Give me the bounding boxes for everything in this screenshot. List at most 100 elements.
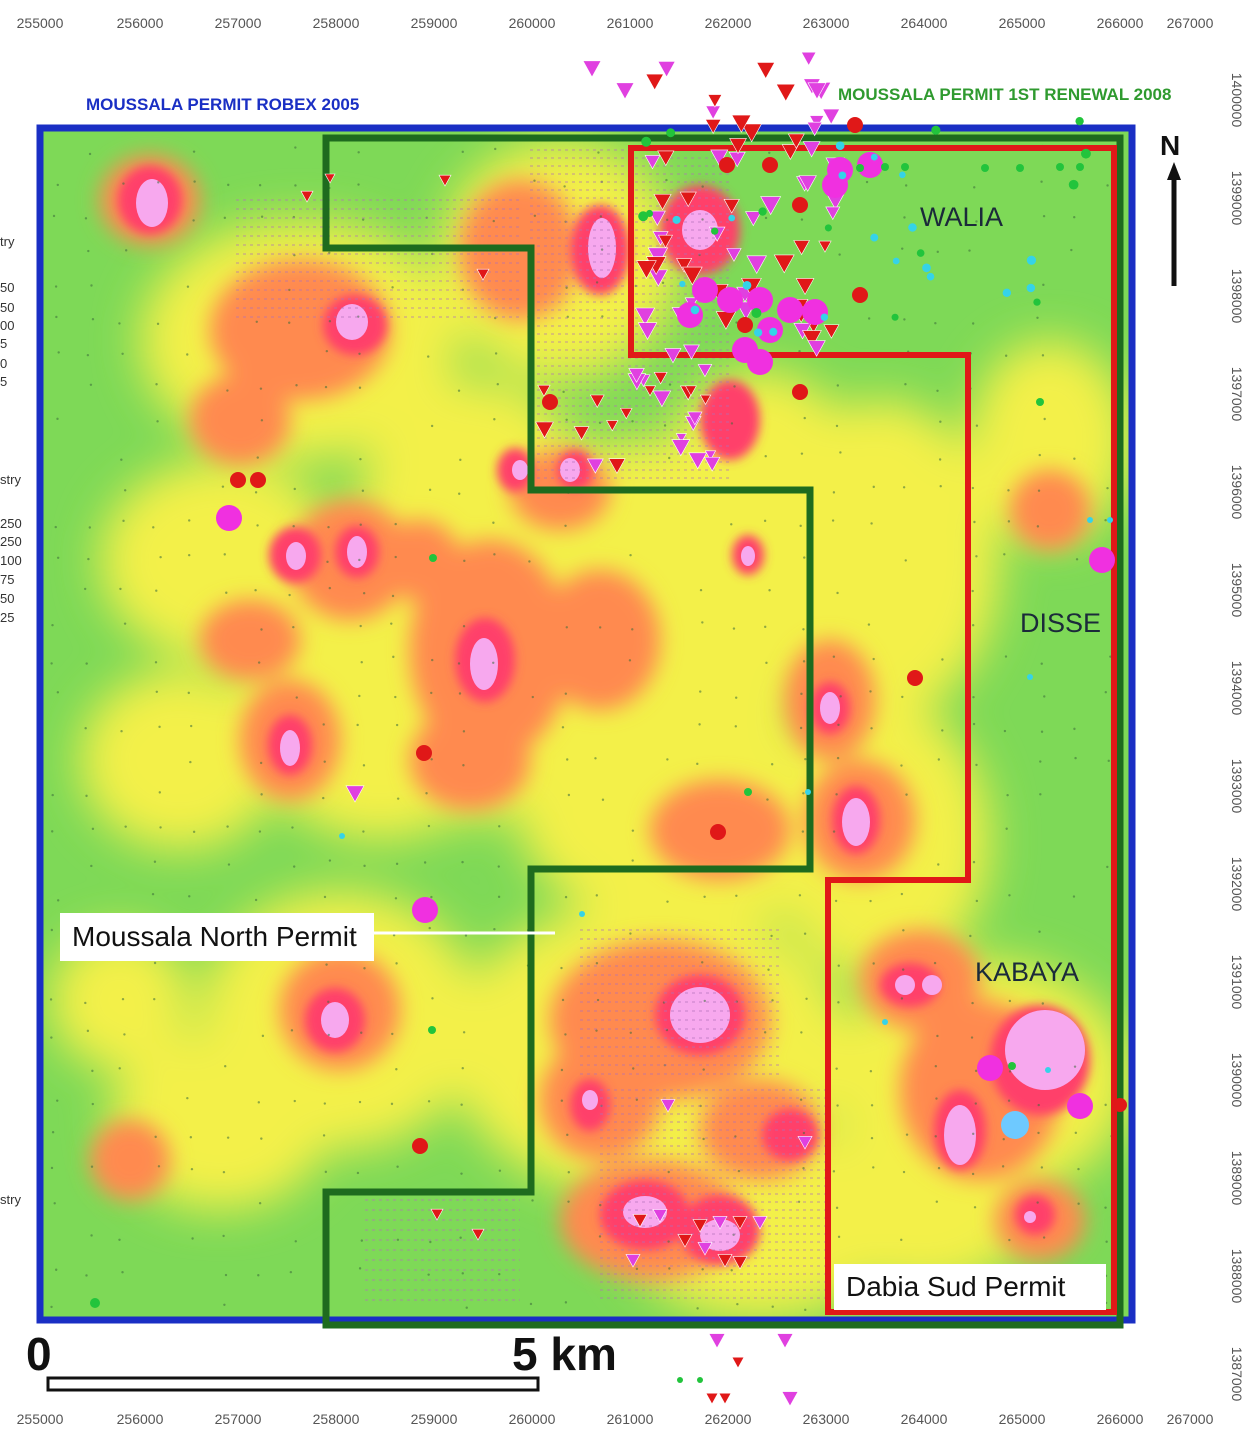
sample-point bbox=[493, 927, 496, 931]
sample-point bbox=[225, 591, 228, 594]
x-coord-bottom: 264000 bbox=[901, 1411, 948, 1427]
sample-point bbox=[497, 865, 500, 868]
sample-point bbox=[459, 458, 462, 462]
sample-point bbox=[900, 892, 904, 896]
sample-point bbox=[531, 695, 534, 699]
sample-point bbox=[120, 458, 123, 461]
sample-point bbox=[90, 1234, 93, 1237]
sample-point bbox=[50, 1305, 53, 1309]
sample-point bbox=[804, 757, 807, 761]
sample-point bbox=[934, 1065, 938, 1068]
sample-point bbox=[798, 894, 802, 897]
sample-point bbox=[832, 491, 836, 494]
y-coord-right: 1398000 bbox=[1229, 269, 1245, 324]
sample-point bbox=[1036, 960, 1040, 964]
sample-point bbox=[1038, 453, 1041, 457]
sample-point bbox=[973, 520, 976, 524]
sample-point bbox=[395, 1068, 398, 1071]
sample-point bbox=[227, 863, 231, 866]
sample-point bbox=[870, 522, 873, 525]
sample-point bbox=[224, 1065, 227, 1068]
circle-marker bbox=[90, 1298, 100, 1308]
sample-point bbox=[835, 793, 838, 796]
sample-point bbox=[872, 485, 875, 489]
triangle-marker bbox=[818, 240, 832, 253]
triangle-marker bbox=[781, 1391, 799, 1407]
sample-point bbox=[904, 559, 907, 562]
sample-point bbox=[326, 560, 329, 564]
sample-point bbox=[258, 183, 262, 187]
sample-point bbox=[703, 895, 706, 898]
circle-marker bbox=[916, 249, 925, 257]
circle-marker bbox=[901, 163, 909, 171]
y-coord-right: 1391000 bbox=[1229, 955, 1245, 1010]
y-coordinate-labels-right: 1400000 1399000 1398000 1397000 1396000 13950… bbox=[1229, 73, 1245, 1402]
sample-point bbox=[1007, 520, 1011, 523]
sample-point bbox=[629, 1031, 632, 1034]
circle-marker bbox=[762, 157, 778, 173]
circle-marker bbox=[412, 1138, 428, 1154]
circle-marker bbox=[753, 328, 763, 337]
sample-point bbox=[493, 553, 496, 556]
area-label-disse: DISSE bbox=[1020, 608, 1101, 638]
x-coord-bottom: 255000 bbox=[17, 1411, 64, 1427]
sample-point bbox=[327, 1000, 330, 1004]
north-arrow-label: N bbox=[1160, 130, 1180, 161]
sample-point bbox=[668, 1267, 671, 1270]
sample-point bbox=[836, 1104, 839, 1107]
sample-point bbox=[631, 420, 634, 423]
sample-point bbox=[56, 1099, 59, 1102]
sample-point bbox=[1070, 248, 1073, 252]
sample-point bbox=[972, 1132, 975, 1136]
anomaly-low bbox=[50, 930, 190, 1070]
sample-point bbox=[1002, 1138, 1005, 1141]
anomaly-peak bbox=[470, 638, 498, 690]
sample-point bbox=[1007, 489, 1010, 492]
sample-point bbox=[288, 593, 291, 597]
sample-point bbox=[771, 1305, 774, 1308]
sample-point bbox=[323, 760, 326, 763]
sample-point bbox=[431, 658, 434, 662]
sample-point bbox=[564, 1301, 568, 1304]
x-coord-bottom: 267000 bbox=[1167, 1411, 1214, 1427]
circle-marker bbox=[769, 327, 778, 336]
x-coord-bottom: 262000 bbox=[705, 1411, 752, 1427]
sample-point bbox=[188, 519, 191, 522]
sample-point bbox=[1074, 756, 1077, 760]
x-coord-bottom: 260000 bbox=[509, 1411, 556, 1427]
sample-point bbox=[837, 723, 840, 727]
sample-point bbox=[360, 661, 363, 664]
sample-point bbox=[1043, 417, 1046, 421]
sample-point bbox=[465, 1306, 468, 1309]
sample-point bbox=[1042, 1236, 1046, 1239]
triangle-marker bbox=[699, 394, 712, 405]
sample-point bbox=[1072, 895, 1076, 898]
triangle-marker bbox=[632, 1214, 648, 1228]
sample-point bbox=[226, 825, 229, 828]
sample-point bbox=[427, 1100, 431, 1103]
sample-point bbox=[529, 1302, 533, 1306]
sample-point bbox=[221, 485, 225, 488]
triangle-marker bbox=[822, 108, 841, 125]
sample-point bbox=[186, 353, 189, 356]
sample-point bbox=[764, 625, 767, 629]
sample-point bbox=[1036, 1201, 1039, 1204]
area-label-walia: WALIA bbox=[920, 202, 1003, 232]
y-coord-right: 1393000 bbox=[1229, 759, 1245, 814]
sample-point bbox=[561, 726, 565, 729]
sample-point bbox=[187, 553, 191, 557]
sample-point bbox=[431, 997, 434, 1000]
sample-point bbox=[771, 999, 774, 1002]
sample-point bbox=[323, 895, 327, 899]
sample-point bbox=[801, 830, 805, 833]
sample-point bbox=[900, 1238, 903, 1242]
sample-point bbox=[430, 691, 433, 695]
sample-point bbox=[629, 553, 632, 557]
sample-point bbox=[598, 626, 602, 629]
sample-point bbox=[696, 1307, 699, 1310]
circle-marker bbox=[899, 171, 906, 179]
sample-point bbox=[257, 1101, 261, 1104]
x-coord-top: 255000 bbox=[17, 15, 64, 31]
circle-marker bbox=[847, 117, 863, 133]
sample-point bbox=[90, 1165, 94, 1168]
